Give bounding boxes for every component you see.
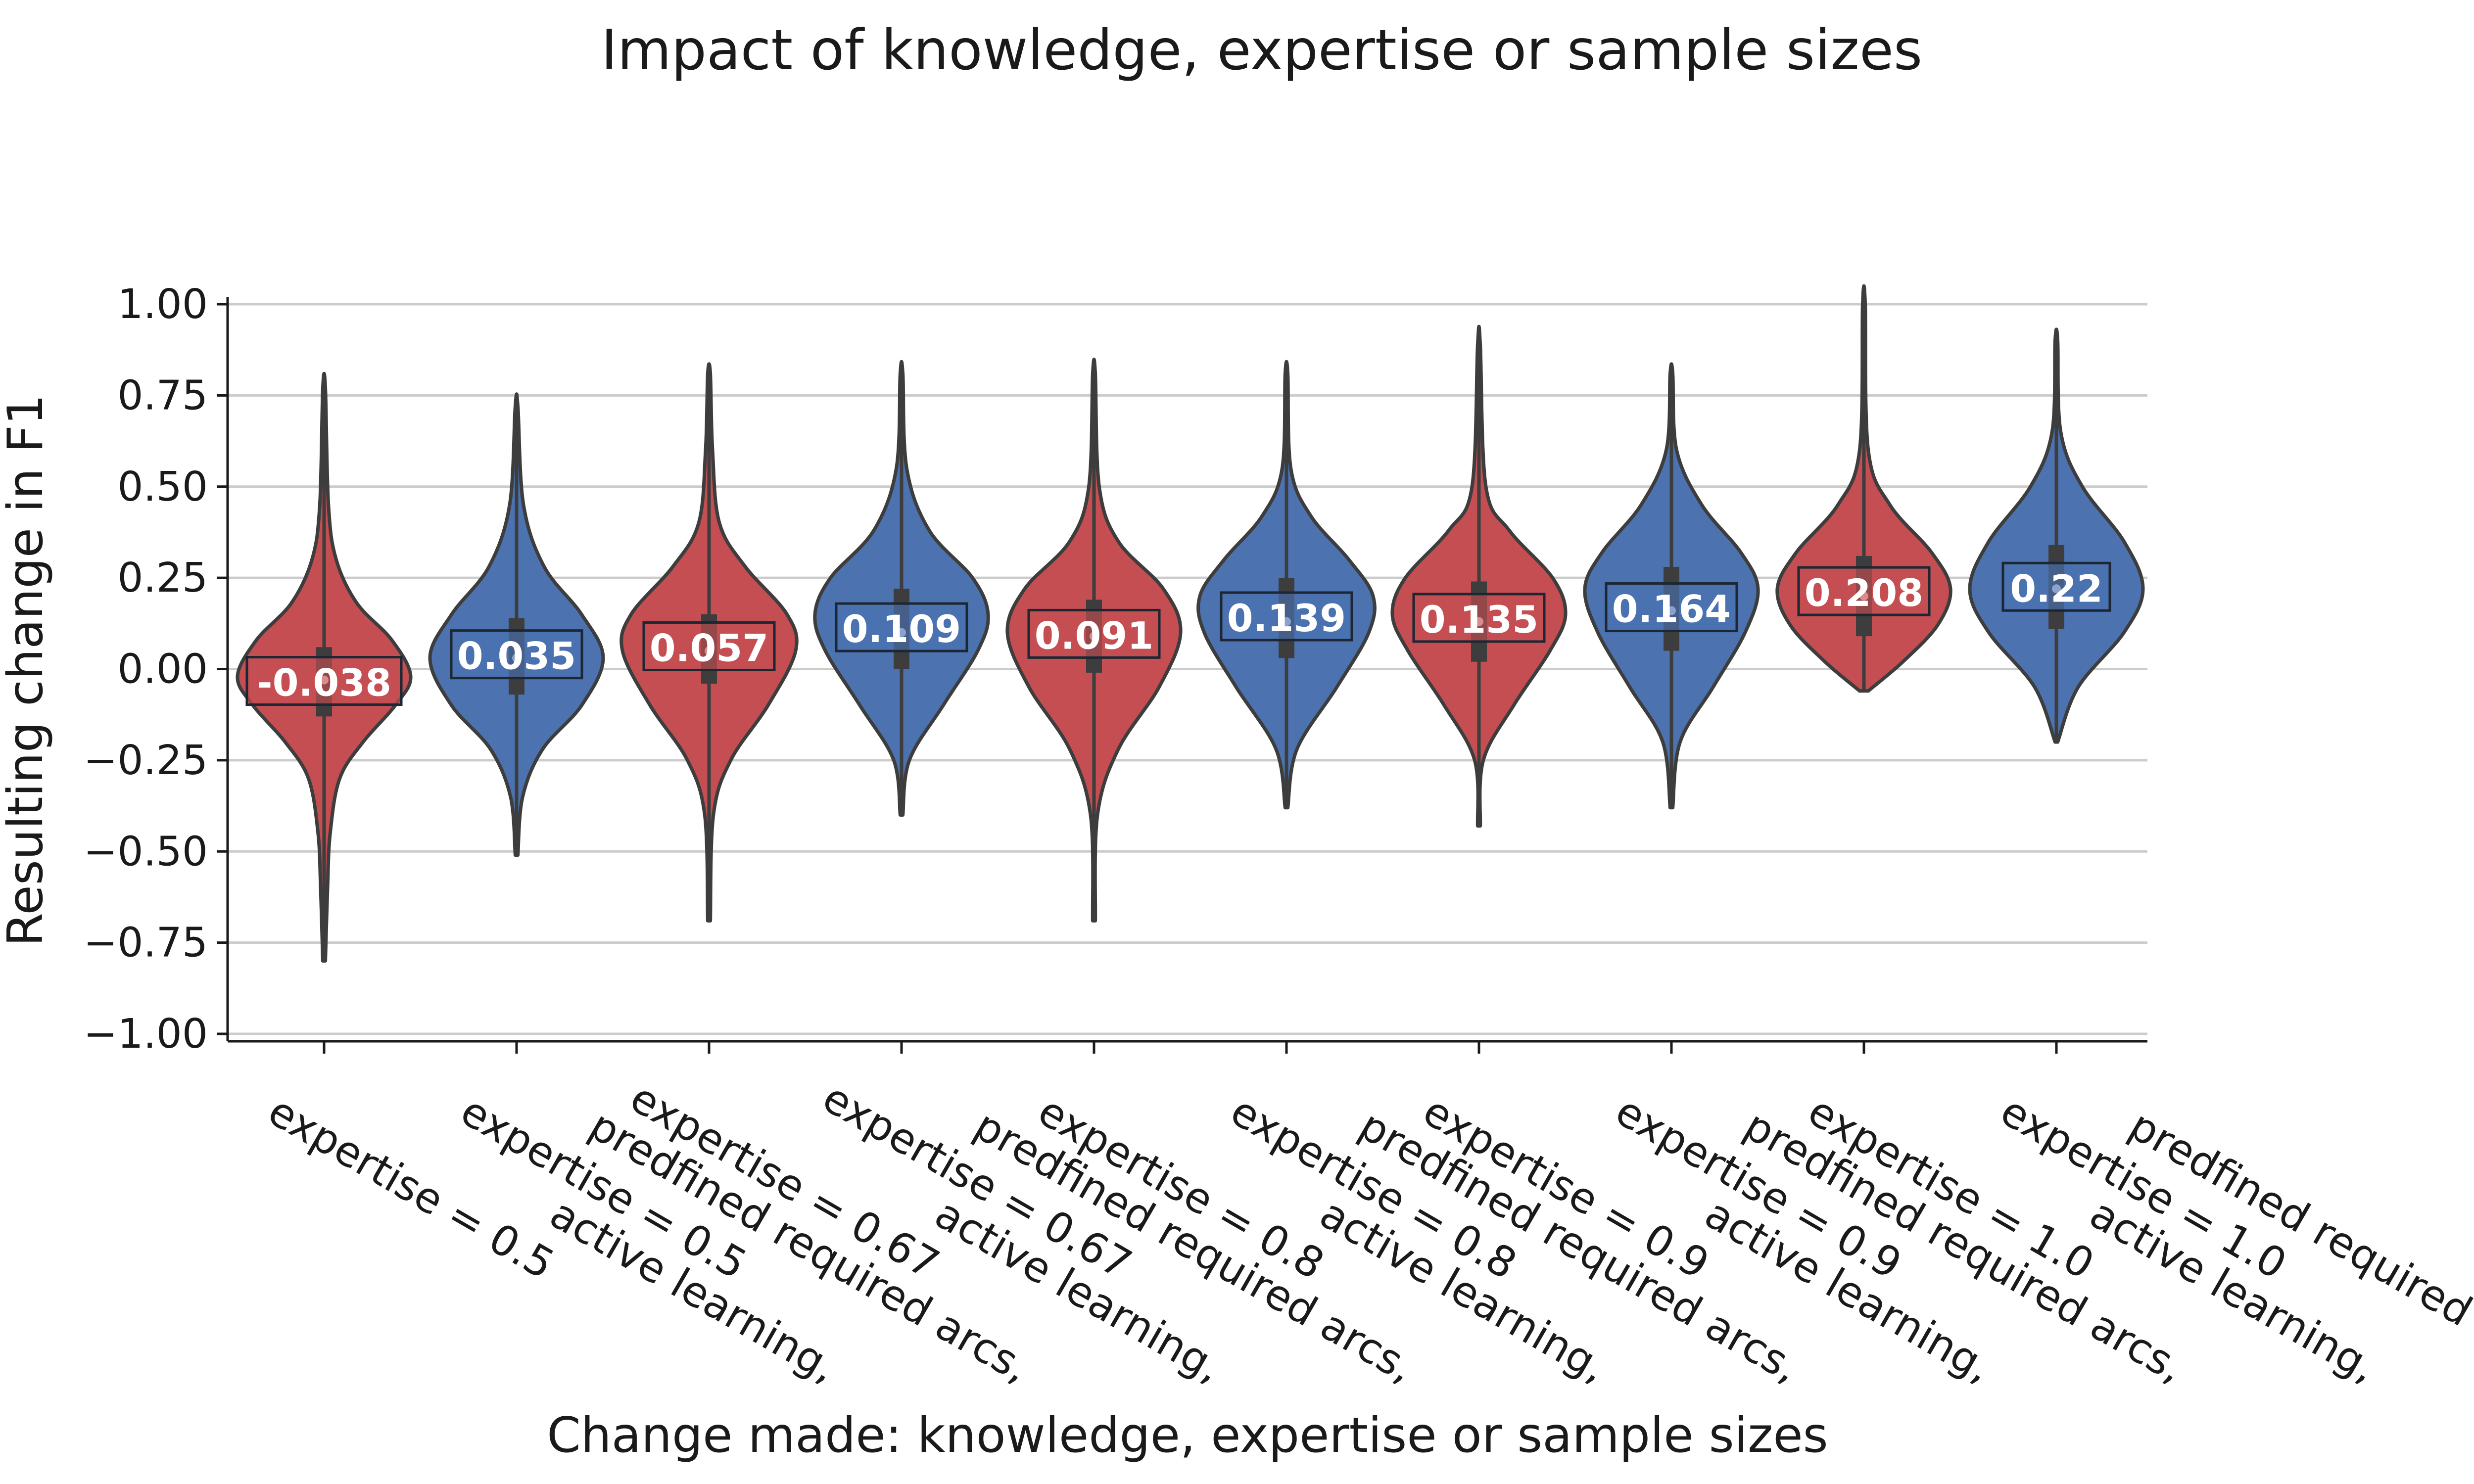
mean-value-label: 0.164 <box>1612 587 1731 631</box>
mean-label-box <box>1220 591 1353 642</box>
violin-9: 0.208 <box>1775 284 1952 693</box>
violin-10: 0.22 <box>1968 327 2145 744</box>
mean-value-label: 0.109 <box>842 607 961 651</box>
violin-7: 0.135 <box>1390 325 1568 828</box>
x-axis-label: Change made: knowledge, expertise or sam… <box>547 1407 1828 1464</box>
y-tick-label: 0.25 <box>117 555 208 602</box>
y-tick-label: 1.00 <box>117 281 208 328</box>
violin-3: 0.057 <box>619 362 799 923</box>
y-axis-label: Resulting change in F1 <box>0 394 54 947</box>
violins: -0.038 0.035 0.057 0.109 0.091 0.139 0.135 0.16… <box>236 284 2145 963</box>
y-tick-label: 0.50 <box>117 464 208 510</box>
mean-label-box <box>450 629 583 680</box>
mean-label-box <box>1605 582 1738 633</box>
mean-value-label: 0.22 <box>2010 566 2103 610</box>
violin-1: -0.038 <box>236 371 413 963</box>
y-tick-label: −0.75 <box>84 920 208 967</box>
x-ticks: active learning,expertise = 0.5 predfined… <box>260 1041 2474 1392</box>
mean-label-box <box>1797 566 1931 616</box>
y-tick-label: −0.50 <box>84 828 208 875</box>
violin-5: 0.091 <box>1005 358 1183 923</box>
mean-label-box <box>1412 593 1546 643</box>
y-ticks: 1.00 0.75 0.50 0.25 0.00 −0.25 −0.50 −0.75 −1.00 <box>84 281 228 1058</box>
mean-label-box <box>245 656 403 706</box>
mean-label-box <box>642 621 776 671</box>
mean-label-box <box>835 602 968 652</box>
chart-title: Impact of knowledge, expertise or sample… <box>601 18 1922 83</box>
violin-4: 0.109 <box>813 360 990 817</box>
y-tick-label: −0.25 <box>84 737 208 784</box>
mean-value-label: 0.035 <box>457 634 576 678</box>
violin-2: 0.035 <box>428 392 605 857</box>
y-tick-label: 0.00 <box>117 646 208 693</box>
y-tick-label: −1.00 <box>84 1011 208 1058</box>
mean-label-box <box>2001 561 2111 612</box>
violin-6: 0.139 <box>1196 360 1377 810</box>
mean-value-label: 0.135 <box>1420 598 1538 642</box>
y-tick-label: 0.75 <box>117 372 208 419</box>
mean-value-label: 0.139 <box>1227 596 1346 640</box>
mean-value-label: 0.091 <box>1035 613 1153 657</box>
mean-value-label: 0.208 <box>1805 571 1923 615</box>
mean-value-label: 0.057 <box>650 626 768 670</box>
mean-label-box <box>1027 608 1161 659</box>
violin-8: 0.164 <box>1583 362 1760 810</box>
mean-value-label: -0.038 <box>257 661 391 705</box>
